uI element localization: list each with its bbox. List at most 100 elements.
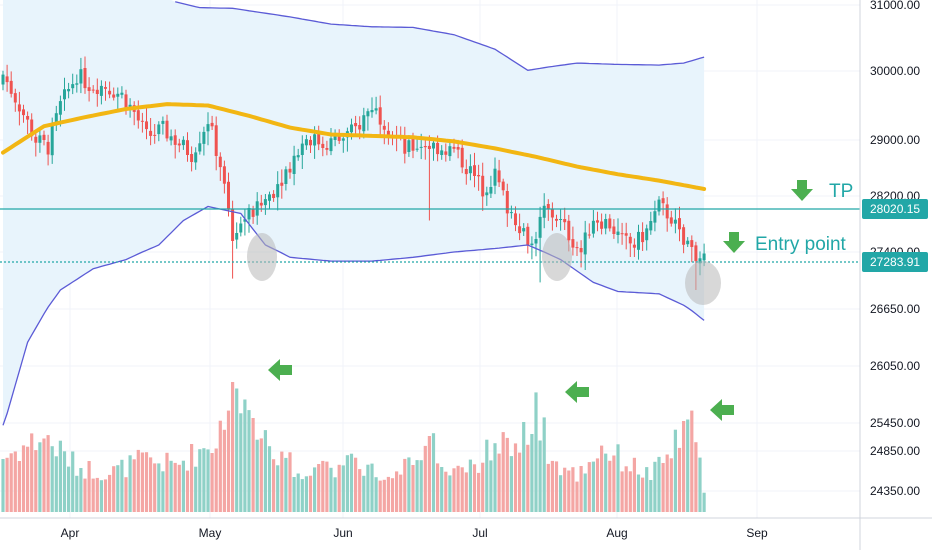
candle [686, 237, 690, 247]
volume-bar [579, 466, 583, 512]
candle [145, 108, 148, 140]
volume-bar [280, 451, 284, 512]
candle [5, 64, 9, 92]
candle [54, 105, 58, 131]
volume-bar [665, 454, 669, 512]
volume-bar [26, 446, 30, 512]
volume-bar [669, 458, 673, 512]
candle [1, 70, 5, 91]
volume-bars [1, 382, 706, 512]
candle [263, 194, 267, 215]
volume-bar [153, 463, 157, 512]
volume-bar [563, 467, 567, 512]
price-axis[interactable]: 31000.0030000.0029000.0028200.0027400.00… [870, 0, 920, 498]
volume-bar [181, 460, 185, 512]
candle [473, 152, 476, 188]
price-tag-label: 27283.91 [870, 255, 920, 269]
price-tag-1: 27283.91 [862, 252, 928, 272]
volume-bar [395, 471, 399, 512]
candle [378, 95, 382, 135]
candle [653, 200, 657, 232]
entry-point-annotation: Entry point [755, 234, 847, 255]
tp-annotation: TP [829, 181, 853, 202]
volume-bar [267, 446, 272, 512]
volume-bar [378, 480, 382, 512]
candle [206, 112, 210, 146]
volume-bar [144, 452, 149, 512]
volume-bar [497, 453, 501, 512]
volume-bar [686, 419, 690, 512]
y-tick-label: 30000.00 [870, 64, 920, 78]
candle [161, 116, 165, 135]
volume-bar [46, 435, 50, 512]
volume-bar [112, 466, 116, 512]
candle [460, 139, 464, 174]
candle [579, 240, 583, 268]
x-tick-label: Apr [61, 526, 80, 540]
candle [120, 86, 124, 99]
volume-bar [554, 461, 559, 512]
entry-arrow-icon [723, 232, 745, 253]
candle [637, 224, 640, 260]
volume-bar [136, 449, 140, 512]
y-tick-label: 26050.00 [870, 359, 920, 373]
volume-bar [431, 433, 436, 512]
volume-bar [538, 440, 542, 512]
candle [649, 211, 653, 235]
volume-bar [345, 455, 349, 512]
volume-bar [231, 382, 235, 512]
candle [67, 82, 71, 99]
volume-bar [509, 456, 513, 512]
candle [218, 152, 222, 181]
time-axis[interactable]: Apr May Jun Jul Aug Sep [61, 526, 768, 540]
volume-bar [62, 451, 67, 512]
volume-bar [559, 475, 563, 512]
candle [555, 214, 558, 228]
candle [104, 81, 107, 101]
x-tick-label: Aug [606, 526, 627, 540]
volume-bar [202, 448, 206, 512]
candle [95, 78, 99, 107]
candle [530, 236, 534, 260]
volume-bar [161, 471, 165, 512]
tp-arrow-icon [791, 180, 813, 201]
low-circle-0 [247, 233, 277, 281]
volume-bar [702, 492, 706, 512]
volume-bar [390, 478, 395, 512]
volume-bar [468, 459, 472, 512]
upper-bollinger-band [175, 1, 705, 71]
candle [79, 57, 83, 94]
volume-bar [337, 464, 341, 512]
volume-bar [518, 452, 522, 512]
volume-bar [1, 459, 5, 512]
candle [87, 77, 91, 102]
volume-bar [50, 446, 54, 512]
volume-bar [645, 467, 649, 512]
volume-bar [272, 459, 276, 512]
volume-bar [91, 478, 95, 512]
candle [481, 162, 485, 211]
volume-bar [210, 453, 214, 512]
x-tick-label: Jul [472, 526, 487, 540]
volume-bar [571, 467, 575, 512]
candle [514, 206, 517, 232]
candle [632, 238, 636, 257]
candle [534, 231, 538, 257]
candle [243, 208, 247, 236]
volume-bar [218, 420, 222, 512]
volume-bar [226, 410, 231, 512]
moving-average-line [1, 102, 707, 191]
volume-bar [452, 468, 456, 512]
candle [645, 224, 649, 251]
volume-bar [366, 464, 370, 512]
y-tick-label: 31000.00 [870, 0, 920, 12]
volume-bar [690, 410, 694, 512]
candle [448, 142, 452, 161]
volume-bar [358, 469, 362, 512]
candle [382, 120, 386, 145]
volume-bar [140, 452, 144, 512]
candle [169, 129, 173, 146]
candle [231, 200, 235, 279]
candle [501, 178, 505, 196]
